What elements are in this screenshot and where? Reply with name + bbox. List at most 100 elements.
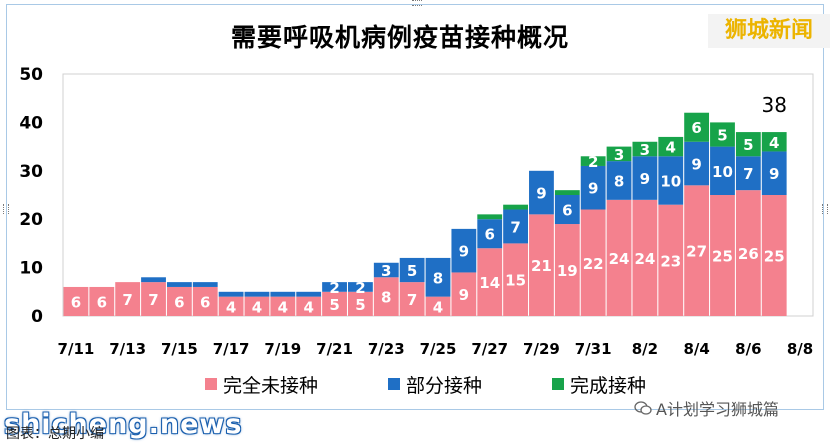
- data-label: 25: [764, 248, 785, 266]
- bar-segment: [606, 146, 632, 162]
- data-label: 8: [381, 289, 391, 307]
- legend-swatch: [552, 378, 565, 390]
- bar-segment: [503, 243, 528, 316]
- annotation-label: 38: [761, 93, 786, 117]
- data-label: 9: [459, 286, 469, 304]
- data-label: 9: [691, 156, 701, 174]
- data-label: 26: [738, 245, 759, 263]
- x-tick-label: 7/17: [213, 340, 250, 358]
- data-label: 3: [381, 262, 391, 280]
- bar-segment: [425, 296, 451, 316]
- data-label: 4: [278, 298, 288, 316]
- bar-segment: [218, 296, 244, 316]
- x-tick-label: 8/6: [735, 340, 761, 358]
- bar-segment: [632, 156, 658, 200]
- data-label: 7: [407, 291, 417, 309]
- bar-segment: [632, 141, 658, 157]
- legend-item-partial: 部分接种: [388, 371, 482, 398]
- bar-segment: [658, 204, 684, 316]
- bar-segment: [684, 141, 710, 186]
- resize-handle-top[interactable]: [412, 0, 422, 6]
- data-label: 24: [634, 250, 655, 268]
- data-label: 9: [588, 180, 598, 198]
- data-label: 5: [743, 136, 753, 154]
- data-label: 3: [614, 146, 624, 164]
- bar-segment: [529, 170, 554, 215]
- resize-handle-left[interactable]: [3, 204, 9, 214]
- data-label: 27: [686, 243, 707, 261]
- data-label: 9: [640, 170, 650, 188]
- legend-item-unvaccinated: 完全未接种: [205, 371, 318, 398]
- bar-segment: [606, 199, 632, 316]
- bar-segment: [244, 291, 270, 297]
- bar-segment: [296, 291, 322, 297]
- bar-segment: [192, 286, 218, 316]
- bar-segment: [710, 122, 735, 147]
- bar-segment: [761, 132, 787, 152]
- y-tick-label: 40: [19, 113, 43, 133]
- x-tick-label: 7/31: [575, 340, 612, 358]
- data-label: 6: [174, 293, 184, 311]
- bar-segment: [710, 195, 735, 316]
- y-tick-label: 50: [19, 65, 43, 85]
- bar-segment: [658, 136, 684, 157]
- bar-segment: [270, 291, 296, 297]
- bar-segment: [735, 190, 761, 316]
- bar-segment: [684, 112, 710, 142]
- data-label: 21: [531, 257, 552, 275]
- legend-label: 完全未接种: [223, 374, 319, 397]
- legend: 完全未接种 部分接种 完成接种: [205, 371, 665, 397]
- bar-segment: [399, 282, 425, 316]
- data-label: 6: [97, 293, 107, 311]
- y-tick-label: 30: [19, 162, 43, 182]
- bar-segment: [477, 214, 503, 220]
- bar-segment: [425, 257, 451, 297]
- bar-segment: [710, 146, 735, 195]
- bar-segment: [218, 291, 244, 297]
- x-tick-label: 7/15: [161, 340, 198, 358]
- bar-segment: [477, 219, 503, 249]
- data-label: 25: [712, 248, 733, 266]
- data-label: 9: [769, 165, 779, 183]
- data-label: 4: [226, 298, 236, 316]
- data-label: 14: [479, 274, 500, 292]
- data-label: 24: [609, 250, 630, 268]
- bar-segment: [296, 296, 322, 316]
- x-tick-label: 7/25: [420, 340, 457, 358]
- site-watermark: shicheng.news: [4, 409, 243, 440]
- bar-segment: [270, 296, 296, 316]
- data-label: 4: [433, 298, 443, 316]
- data-label: 5: [329, 296, 339, 314]
- bar-segment: [606, 161, 632, 200]
- channel-credit: A计划学习狮城篇: [634, 396, 779, 420]
- data-label: 2: [329, 279, 339, 297]
- x-tick-label: 8/4: [683, 340, 709, 358]
- y-tick-label: 20: [19, 210, 43, 230]
- bar-segment: [529, 214, 554, 316]
- x-tick-label: 7/21: [316, 340, 353, 358]
- data-label: 6: [691, 119, 701, 137]
- bar-segment: [735, 156, 761, 191]
- data-label: 2: [355, 279, 365, 297]
- x-tick-label: 7/19: [264, 340, 301, 358]
- bar-segment: [166, 286, 192, 316]
- stacked-bar-chart: 0 10 20 30 40 50 7/11 7/13 7/15 7/17 7/19 7/21 7/23 7…: [19, 65, 814, 358]
- bar-segment: [373, 262, 399, 278]
- bar-segment: [503, 209, 528, 244]
- data-label: 7: [148, 291, 158, 309]
- bar-segment: [115, 282, 141, 316]
- legend-swatch: [388, 378, 401, 390]
- legend-item-full: 完成接种: [552, 371, 646, 398]
- legend-swatch: [205, 378, 217, 390]
- channel-name: A计划学习狮城篇: [656, 400, 779, 419]
- data-label: 8: [433, 269, 443, 287]
- legend-label: 完成接种: [570, 374, 647, 397]
- bar-segment: [192, 282, 218, 287]
- bar-segment: [166, 282, 192, 287]
- bar-segment: [451, 228, 477, 273]
- x-tick-label: 7/11: [58, 340, 95, 358]
- data-label: 9: [536, 185, 546, 203]
- x-tick-label: 7/23: [368, 340, 405, 358]
- resize-handle-right[interactable]: [822, 204, 828, 214]
- data-label: 3: [640, 141, 650, 159]
